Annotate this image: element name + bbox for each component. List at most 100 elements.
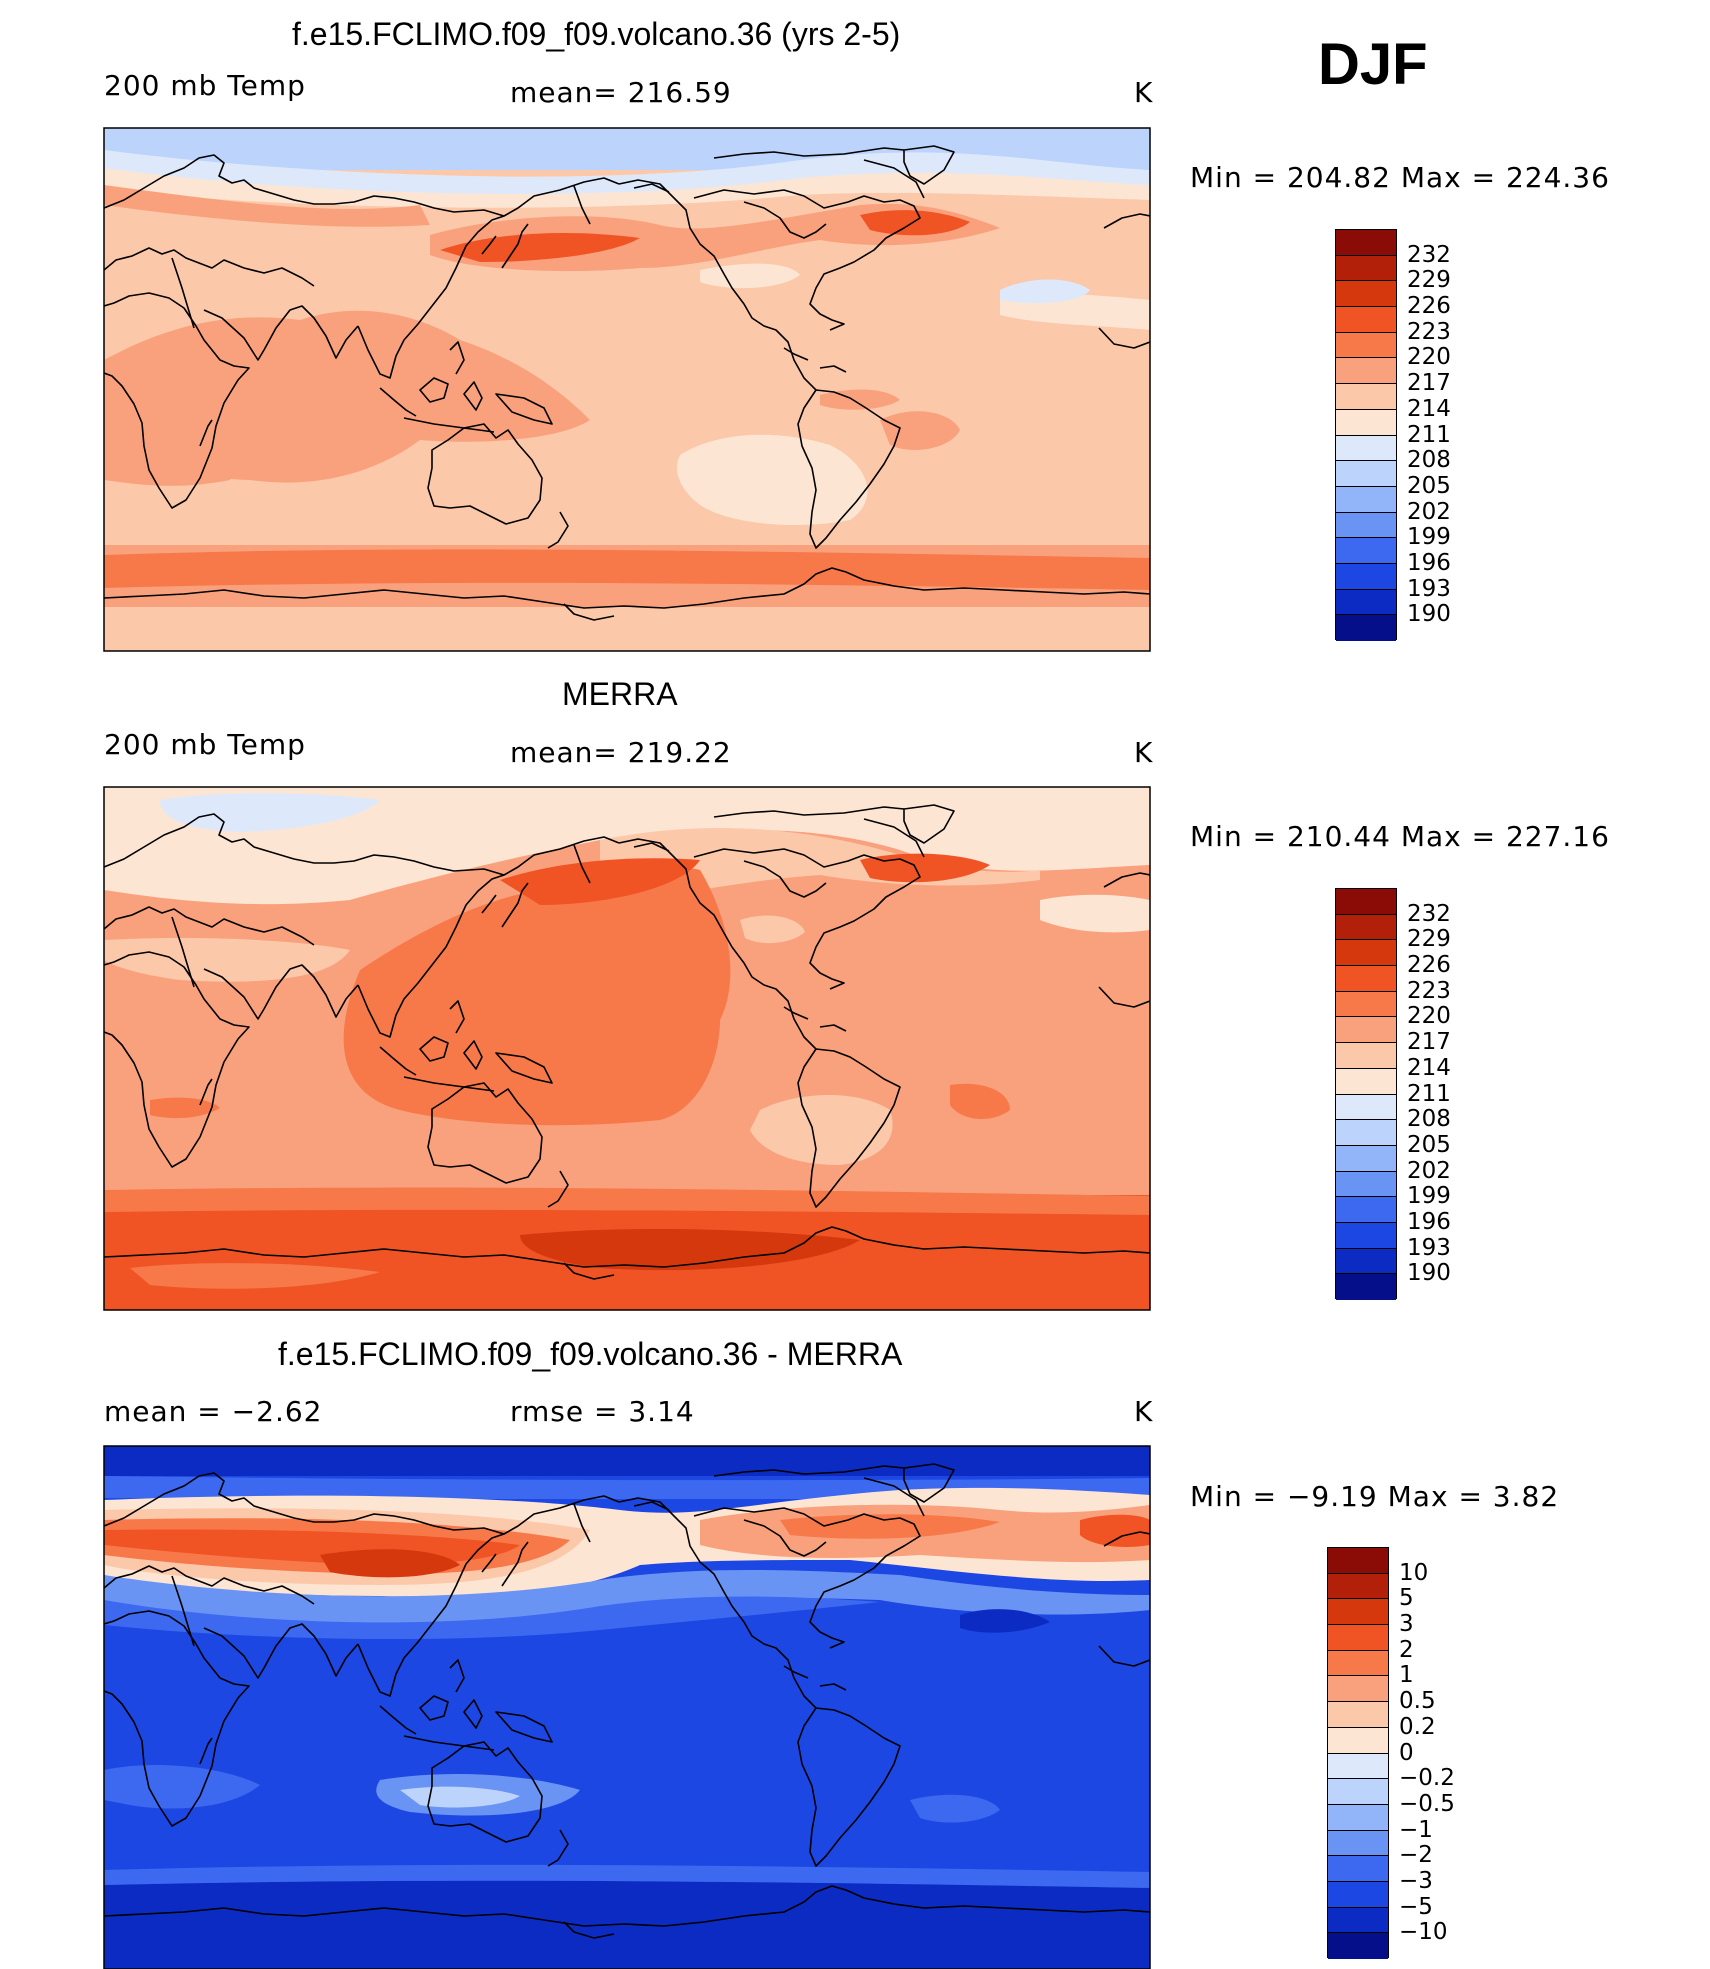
colorbar-swatch [1328,1907,1388,1934]
colorbar-tick-label: 205 [1407,472,1451,499]
panel1-minmax: Min = 204.82 Max = 224.36 [1190,161,1610,194]
panel3-rmse-label: rmse = 3.14 [510,1395,695,1428]
colorbar-swatch [1336,1197,1396,1223]
colorbar-tick-label: 214 [1407,395,1451,422]
colorbar-tick-label: 229 [1407,926,1451,953]
colorbar-tick-label: 193 [1407,1234,1451,1261]
colorbar-swatch [1328,1856,1388,1882]
colorbar-swatch [1328,1753,1388,1780]
colorbar-swatch [1336,512,1396,539]
colorbar-swatch [1336,1248,1396,1275]
colorbar-swatch [1336,914,1396,941]
panel2-units-label: K [1134,736,1154,769]
colorbar-tick-label: 0.5 [1399,1688,1436,1715]
colorbar-swatch [1336,589,1396,616]
colorbar-tick-label: 232 [1407,900,1451,927]
colorbar-swatch [1336,1145,1396,1172]
panel2-colorbar [1335,888,1397,1300]
colorbar-tick-label: 205 [1407,1131,1451,1158]
panel2-minmax: Min = 210.44 Max = 227.16 [1190,820,1610,853]
panel1-colorbar [1335,229,1397,641]
colorbar-swatch [1336,1222,1396,1249]
colorbar-swatch [1336,563,1396,590]
colorbar-tick-label: 5 [1399,1585,1414,1612]
panel3-mean-label: mean = −2.62 [104,1395,323,1428]
colorbar-swatch [1336,1274,1396,1300]
colorbar-swatch [1328,1650,1388,1677]
colorbar-swatch [1336,409,1396,436]
colorbar-tick-label: 199 [1407,1183,1451,1210]
colorbar-swatch [1336,307,1396,333]
colorbar-swatch [1336,889,1396,915]
colorbar-tick-label: 1 [1399,1662,1414,1689]
colorbar-tick-label: 202 [1407,498,1451,525]
colorbar-swatch [1336,538,1396,564]
colorbar-swatch [1328,1676,1388,1703]
colorbar-tick-label: 3 [1399,1611,1414,1638]
panel3-title: f.e15.FCLIMO.f09_f09.volcano.36 - MERRA [278,1336,903,1372]
colorbar-swatch [1336,1120,1396,1146]
panel1-title: f.e15.FCLIMO.f09_f09.volcano.36 (yrs 2-5… [292,16,901,52]
colorbar-swatch [1336,384,1396,410]
colorbar-tick-label: 214 [1407,1054,1451,1081]
panel3-units-label: K [1134,1395,1154,1428]
colorbar-swatch [1336,358,1396,385]
colorbar-tick-label: 217 [1407,1029,1451,1056]
colorbar-tick-label: 226 [1407,293,1451,320]
colorbar-swatch [1336,461,1396,487]
panel3-minmax: Min = −9.19 Max = 3.82 [1190,1480,1560,1513]
colorbar-swatch [1336,966,1396,992]
colorbar-swatch [1336,1171,1396,1198]
colorbar-tick-label: −3 [1399,1867,1433,1894]
colorbar-tick-label: 211 [1407,1080,1451,1107]
colorbar-swatch [1336,615,1396,641]
colorbar-tick-label: 217 [1407,370,1451,397]
colorbar-tick-label: 229 [1407,267,1451,294]
colorbar-tick-label: 220 [1407,1003,1451,1030]
colorbar-tick-label: 193 [1407,575,1451,602]
colorbar-swatch [1336,435,1396,462]
colorbar-tick-label: 223 [1407,977,1451,1004]
colorbar-tick-label: −2 [1399,1842,1433,1869]
colorbar-swatch [1336,1068,1396,1095]
colorbar-swatch [1336,1017,1396,1044]
colorbar-tick-label: 0 [1399,1739,1414,1766]
colorbar-swatch [1336,991,1396,1018]
colorbar-swatch [1328,1727,1388,1754]
panel2-map [103,786,1151,1311]
colorbar-swatch [1328,1804,1388,1831]
colorbar-tick-label: 190 [1407,601,1451,628]
colorbar-swatch [1328,1599,1388,1626]
colorbar-tick-label: 10 [1399,1559,1429,1586]
colorbar-tick-label: 211 [1407,421,1451,448]
colorbar-tick-label: 226 [1407,952,1451,979]
colorbar-tick-label: −10 [1399,1919,1448,1946]
colorbar-tick-label: 199 [1407,524,1451,551]
colorbar-swatch [1328,1548,1388,1574]
colorbar-swatch [1328,1625,1388,1651]
colorbar-tick-label: 220 [1407,344,1451,371]
colorbar-tick-label: 232 [1407,241,1451,268]
panel1-left-label: 200 mb Temp [104,69,306,102]
colorbar-tick-label: 196 [1407,549,1451,576]
colorbar-swatch [1336,486,1396,513]
panel1-mean-label: mean= 216.59 [510,76,732,109]
colorbar-swatch [1328,1779,1388,1805]
colorbar-swatch [1328,1573,1388,1600]
colorbar-tick-label: 190 [1407,1260,1451,1287]
colorbar-tick-label: 223 [1407,318,1451,345]
panel2-mean-label: mean= 219.22 [510,736,732,769]
colorbar-swatch [1328,1702,1388,1728]
colorbar-swatch [1336,281,1396,308]
colorbar-swatch [1336,940,1396,967]
colorbar-tick-label: −0.5 [1399,1790,1455,1817]
colorbar-swatch [1328,1881,1388,1908]
panel1-units-label: K [1134,76,1154,109]
panel2-title: MERRA [562,676,678,712]
panel3-map [103,1445,1151,1969]
season-label: DJF [1318,32,1428,97]
colorbar-tick-label: 196 [1407,1208,1451,1235]
colorbar-tick-label: 208 [1407,447,1451,474]
colorbar-swatch [1336,230,1396,256]
